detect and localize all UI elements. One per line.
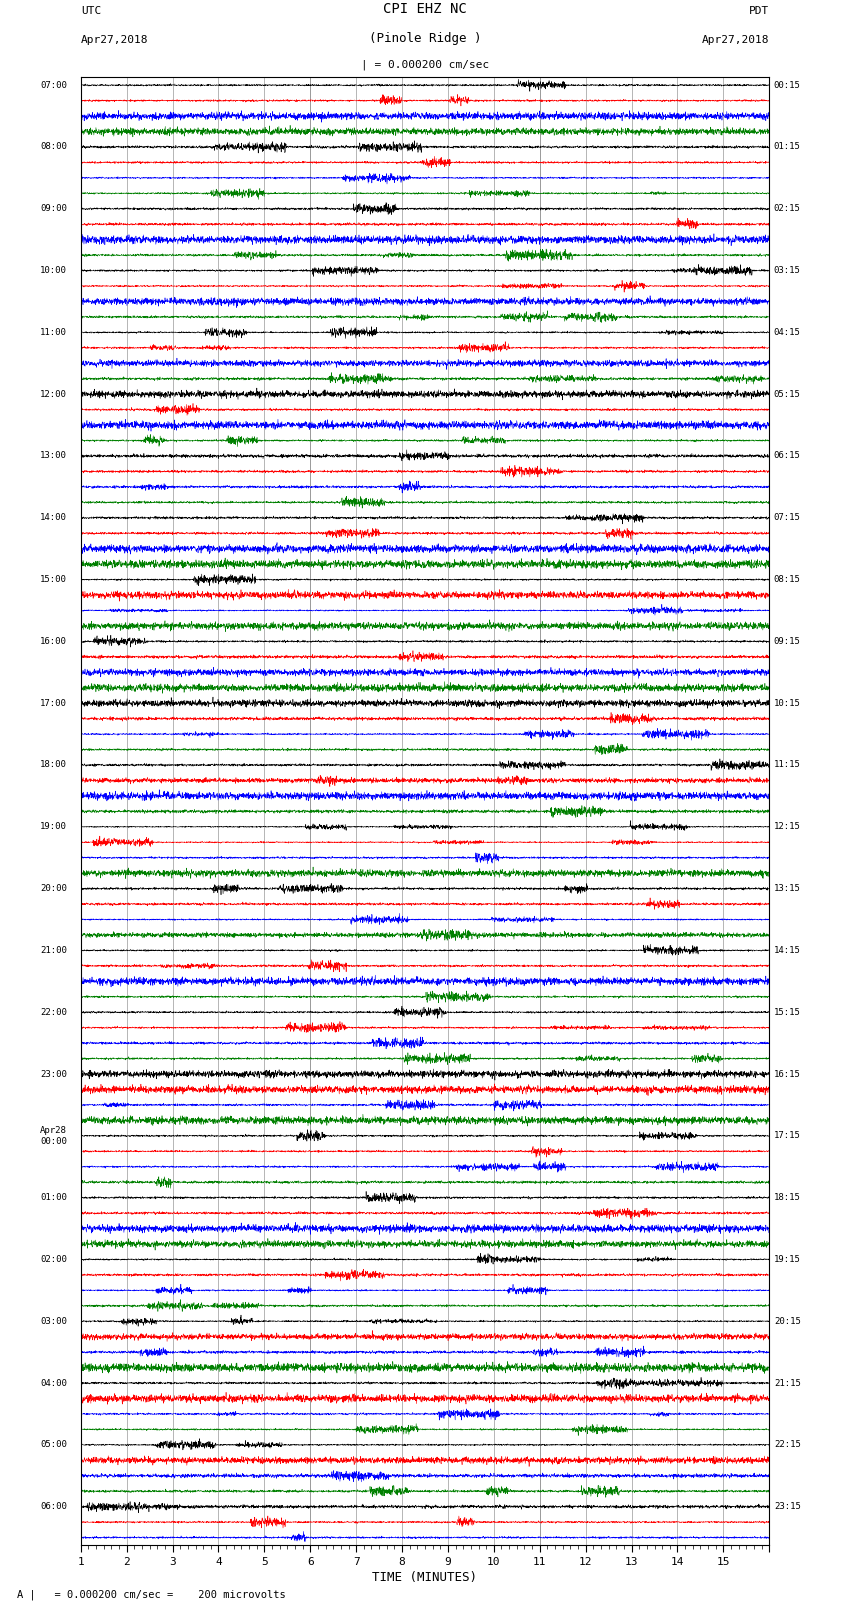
Text: 12:15: 12:15 — [774, 823, 801, 831]
Text: 20:00: 20:00 — [40, 884, 67, 894]
Text: 22:00: 22:00 — [40, 1008, 67, 1016]
Text: Apr27,2018: Apr27,2018 — [81, 35, 148, 45]
Text: 04:15: 04:15 — [774, 327, 801, 337]
Text: 14:00: 14:00 — [40, 513, 67, 523]
Text: 14:15: 14:15 — [774, 945, 801, 955]
Text: 23:00: 23:00 — [40, 1069, 67, 1079]
Text: 03:15: 03:15 — [774, 266, 801, 276]
Text: 09:15: 09:15 — [774, 637, 801, 645]
Text: 23:15: 23:15 — [774, 1502, 801, 1511]
Text: UTC: UTC — [81, 6, 101, 16]
Text: Apr27,2018: Apr27,2018 — [702, 35, 769, 45]
Text: 08:15: 08:15 — [774, 576, 801, 584]
Text: Apr28
00:00: Apr28 00:00 — [40, 1126, 67, 1145]
Text: 21:15: 21:15 — [774, 1379, 801, 1387]
Text: 05:15: 05:15 — [774, 390, 801, 398]
Text: 07:00: 07:00 — [40, 81, 67, 90]
Text: | = 0.000200 cm/sec: | = 0.000200 cm/sec — [361, 60, 489, 69]
Text: 17:00: 17:00 — [40, 698, 67, 708]
Text: 13:15: 13:15 — [774, 884, 801, 894]
Text: 19:15: 19:15 — [774, 1255, 801, 1265]
Text: 16:00: 16:00 — [40, 637, 67, 645]
Text: 18:00: 18:00 — [40, 760, 67, 769]
Text: 11:15: 11:15 — [774, 760, 801, 769]
Text: 20:15: 20:15 — [774, 1316, 801, 1326]
Text: 01:15: 01:15 — [774, 142, 801, 152]
Text: 03:00: 03:00 — [40, 1316, 67, 1326]
Text: 18:15: 18:15 — [774, 1194, 801, 1202]
X-axis label: TIME (MINUTES): TIME (MINUTES) — [372, 1571, 478, 1584]
Text: 09:00: 09:00 — [40, 205, 67, 213]
Text: 21:00: 21:00 — [40, 945, 67, 955]
Text: 05:00: 05:00 — [40, 1440, 67, 1450]
Text: 02:15: 02:15 — [774, 205, 801, 213]
Text: 19:00: 19:00 — [40, 823, 67, 831]
Text: PDT: PDT — [749, 6, 769, 16]
Text: 10:00: 10:00 — [40, 266, 67, 276]
Text: 00:15: 00:15 — [774, 81, 801, 90]
Text: 22:15: 22:15 — [774, 1440, 801, 1450]
Text: 16:15: 16:15 — [774, 1069, 801, 1079]
Text: A |   = 0.000200 cm/sec =    200 microvolts: A | = 0.000200 cm/sec = 200 microvolts — [17, 1589, 286, 1600]
Text: 15:15: 15:15 — [774, 1008, 801, 1016]
Text: 02:00: 02:00 — [40, 1255, 67, 1265]
Text: 06:15: 06:15 — [774, 452, 801, 460]
Text: 10:15: 10:15 — [774, 698, 801, 708]
Text: 07:15: 07:15 — [774, 513, 801, 523]
Text: 06:00: 06:00 — [40, 1502, 67, 1511]
Text: 11:00: 11:00 — [40, 327, 67, 337]
Text: 17:15: 17:15 — [774, 1131, 801, 1140]
Text: 08:00: 08:00 — [40, 142, 67, 152]
Text: 01:00: 01:00 — [40, 1194, 67, 1202]
Text: CPI EHZ NC: CPI EHZ NC — [383, 2, 467, 16]
Text: 13:00: 13:00 — [40, 452, 67, 460]
Text: 04:00: 04:00 — [40, 1379, 67, 1387]
Text: 12:00: 12:00 — [40, 390, 67, 398]
Text: 15:00: 15:00 — [40, 576, 67, 584]
Text: (Pinole Ridge ): (Pinole Ridge ) — [369, 32, 481, 45]
